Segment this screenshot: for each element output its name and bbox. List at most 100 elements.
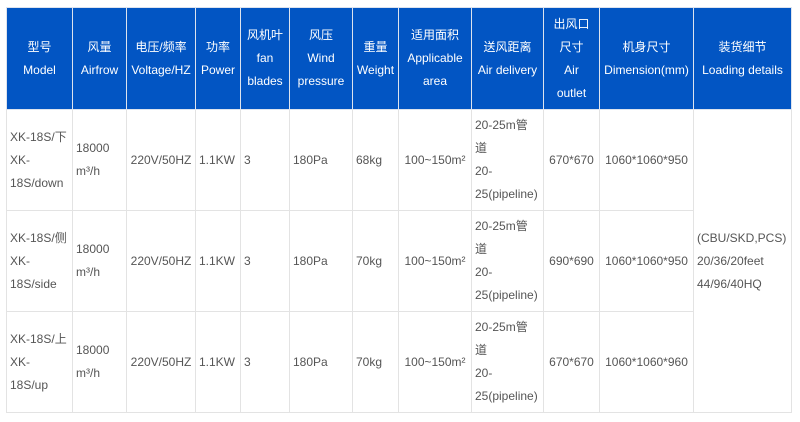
header-line: 功率	[205, 39, 230, 54]
header-line: Airfrow	[80, 62, 119, 77]
cell-line: XK-18S/上	[10, 331, 67, 346]
weight-cell: 70kg	[352, 311, 399, 413]
header-line: 重量	[363, 39, 388, 54]
model-cell: XK-18S/下 XK- 18S/down	[6, 109, 73, 211]
airflow-cell: 18000 m³/h	[72, 210, 127, 312]
area-cell: 100~150m²	[398, 109, 472, 211]
cell-line: 20-25m管	[475, 118, 528, 132]
delivery-cell: 20-25m管道 20- 25(pipeline)	[471, 311, 544, 413]
header-line: 型号	[27, 39, 52, 54]
cell-line: 18000	[76, 242, 110, 256]
header-line: Voltage/HZ	[131, 62, 191, 77]
cell-line: 20-	[475, 265, 493, 279]
cell-line: 20/36/20feet	[697, 253, 764, 268]
dimension-cell: 1060*1060*950	[599, 210, 694, 312]
column-header: 风量 Airfrow	[72, 7, 127, 110]
header-line: area	[422, 74, 448, 88]
header-line: Wind	[307, 51, 335, 65]
outlet-cell: 670*670	[543, 109, 600, 211]
cell-line: 25(pipeline)	[475, 389, 538, 403]
power-cell: 1.1KW	[195, 311, 241, 413]
cell-line: 20-25m管	[475, 219, 528, 233]
header-line: Model	[23, 62, 56, 77]
header-row: 型号 Model 风量 Airfrow 电压/频率 Voltage/HZ 功率 Power 风机…	[6, 7, 792, 110]
header-line: 送风距离	[483, 39, 532, 54]
cell-line: 18000	[76, 343, 110, 357]
outlet-cell: 690*690	[543, 210, 600, 312]
header-line: Applicable	[407, 51, 463, 65]
header-line: Air	[564, 62, 579, 77]
cell-line: 道	[475, 242, 488, 256]
pressure-cell: 180Pa	[289, 210, 353, 312]
header-line: Air delivery	[477, 62, 538, 77]
pressure-cell: 180Pa	[289, 311, 353, 413]
dimension-cell: 1060*1060*960	[599, 311, 694, 413]
cell-line: 18000	[76, 141, 110, 155]
header-line: Power	[200, 62, 235, 77]
table-row: XK-18S/下 XK- 18S/down 18000 m³/h 220V/50HZ 1.1…	[6, 109, 792, 413]
area-cell: 100~150m²	[398, 210, 472, 312]
header-line: 风压	[308, 28, 333, 42]
header-line: 出风口	[553, 16, 590, 31]
cell-line: 20-	[475, 164, 493, 178]
spec-table: 型号 Model 风量 Airfrow 电压/频率 Voltage/HZ 功率 Power 风机…	[6, 7, 792, 413]
cell-line: 25(pipeline)	[475, 288, 538, 302]
cell-line: 20-25m管	[475, 320, 528, 334]
column-header: 装货细节 Loading details	[693, 7, 792, 110]
column-header: 型号 Model	[6, 7, 73, 110]
column-header: 适用面积 Applicable area	[398, 7, 472, 110]
blades-cell: 3	[240, 311, 290, 413]
header-line: 尺寸	[559, 39, 584, 54]
header-line: 适用面积	[410, 28, 459, 42]
cell-line: 道	[475, 141, 488, 155]
cell-line: XK-18S/侧	[10, 230, 67, 245]
cell-line: 20-	[475, 366, 493, 380]
airflow-cell: 18000 m³/h	[72, 311, 127, 413]
header-line: 机身尺寸	[622, 39, 671, 54]
column-header: 功率 Power	[195, 7, 241, 110]
cell-line: 25(pipeline)	[475, 187, 538, 201]
cell-line: XK-	[10, 354, 31, 369]
cell-line: XK-	[10, 152, 31, 167]
cell-line: m³/h	[76, 265, 100, 279]
table-row: XK-18S/上 XK- 18S/up 18000 m³/h 220V/50HZ 1.1KW…	[6, 311, 792, 413]
header-line: 风量	[87, 39, 112, 54]
power-cell: 1.1KW	[195, 109, 241, 211]
cell-line: 18S/down	[10, 175, 64, 190]
header-line: 装货细节	[718, 39, 767, 54]
cell-line: m³/h	[76, 164, 100, 178]
column-header: 送风距离 Air delivery	[471, 7, 544, 110]
column-header: 重量 Weight	[352, 7, 399, 110]
voltage-cell: 220V/50HZ	[126, 109, 196, 211]
weight-cell: 70kg	[352, 210, 399, 312]
delivery-cell: 20-25m管道 20- 25(pipeline)	[471, 109, 544, 211]
voltage-cell: 220V/50HZ	[126, 210, 196, 312]
column-header: 出风口 尺寸 Air outlet	[543, 7, 600, 110]
outlet-cell: 670*670	[543, 311, 600, 413]
header-line: Dimension(mm)	[604, 62, 689, 77]
cell-line: 18S/up	[10, 377, 49, 392]
delivery-cell: 20-25m管道 20- 25(pipeline)	[471, 210, 544, 312]
model-cell: XK-18S/侧 XK- 18S/side	[6, 210, 73, 312]
column-header: 风机叶 fan blades	[240, 7, 290, 110]
header-line: 电压/频率	[135, 39, 187, 54]
area-cell: 100~150m²	[398, 311, 472, 413]
column-header: 风压 Wind pressure	[289, 7, 353, 110]
cell-line: m³/h	[76, 366, 100, 380]
header-line: fan	[256, 51, 274, 65]
dimension-cell: 1060*1060*950	[599, 109, 694, 211]
column-header: 电压/频率 Voltage/HZ	[126, 7, 196, 110]
weight-cell: 68kg	[352, 109, 399, 211]
header-line: pressure	[297, 74, 345, 88]
table-row: XK-18S/侧 XK- 18S/side 18000 m³/h 220V/50HZ 1.1…	[6, 210, 792, 312]
pressure-cell: 180Pa	[289, 109, 353, 211]
voltage-cell: 220V/50HZ	[126, 311, 196, 413]
header-line: Weight	[356, 62, 395, 77]
cell-line: 道	[475, 343, 488, 357]
header-line: 风机叶	[246, 28, 283, 42]
cell-line: XK-18S/下	[10, 129, 67, 144]
cell-line: 44/96/40HQ	[697, 276, 762, 291]
blades-cell: 3	[240, 210, 290, 312]
model-cell: XK-18S/上 XK- 18S/up	[6, 311, 73, 413]
loading-details-cell: (CBU/SKD,PCS) 20/36/20feet 44/96/40HQ	[693, 109, 792, 413]
